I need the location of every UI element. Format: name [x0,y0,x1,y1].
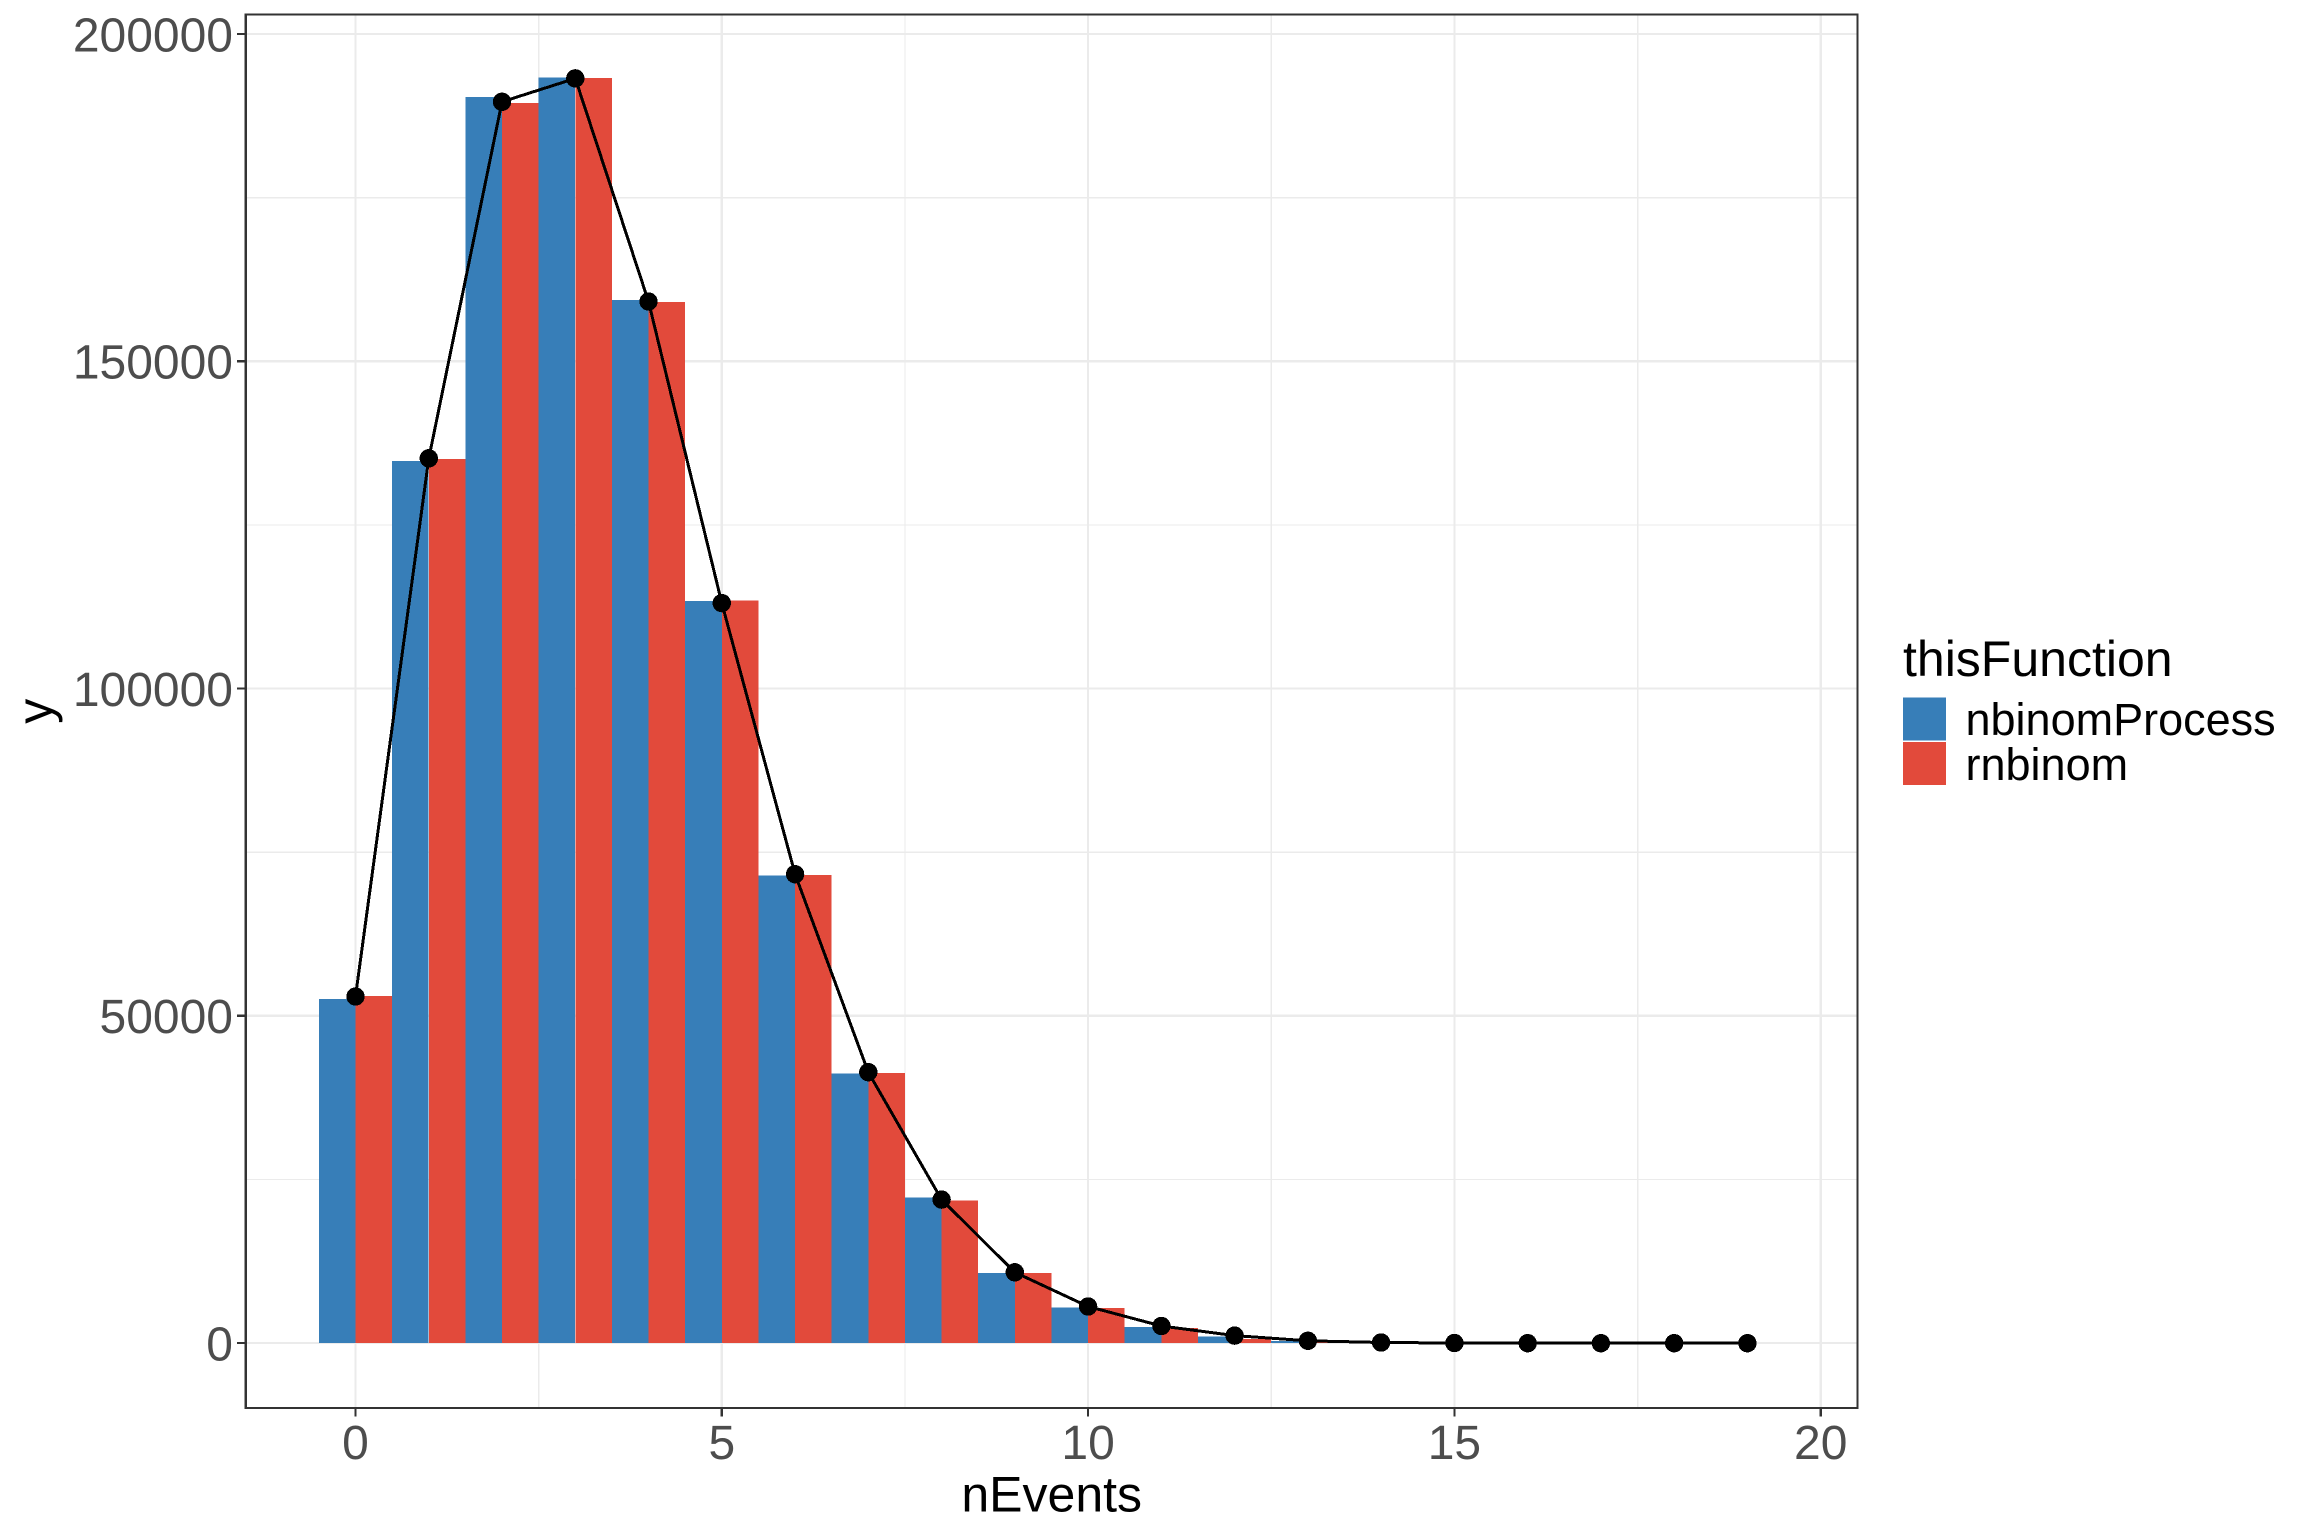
svg-text:150000: 150000 [73,337,233,390]
svg-text:5: 5 [708,1417,735,1470]
svg-text:200000: 200000 [73,9,233,62]
svg-text:15: 15 [1428,1417,1481,1470]
svg-text:0: 0 [342,1417,369,1470]
svg-text:nEvents: nEvents [961,1466,1142,1522]
svg-text:50000: 50000 [100,991,233,1044]
svg-text:20: 20 [1794,1417,1847,1470]
svg-text:0: 0 [206,1318,233,1371]
svg-text:nbinomProcess: nbinomProcess [1966,694,2276,745]
svg-text:rnbinom: rnbinom [1966,739,2129,790]
svg-text:thisFunction: thisFunction [1903,631,2173,687]
svg-text:10: 10 [1061,1417,1114,1470]
svg-text:y: y [7,699,63,724]
svg-text:100000: 100000 [73,664,233,717]
